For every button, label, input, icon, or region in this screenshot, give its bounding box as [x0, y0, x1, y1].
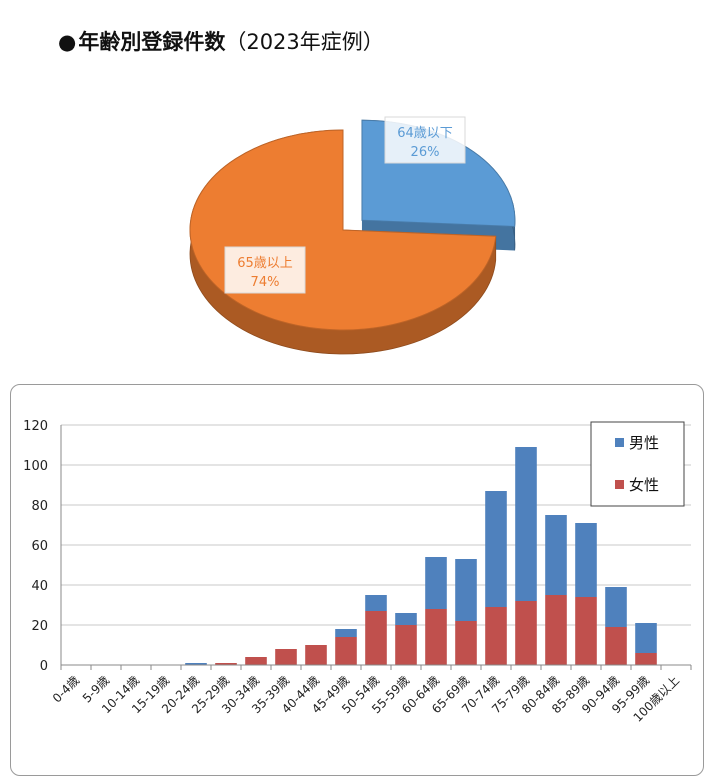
bar-male: [575, 523, 597, 597]
legend-box: [590, 421, 685, 507]
legend-label: 女性: [629, 476, 659, 494]
bar-female: [335, 637, 357, 665]
bar-chart-svg: 0204060801001200-4歳5-9歳10-14歳15-19歳20-24…: [23, 419, 692, 725]
bar-female: [275, 649, 297, 665]
bar-female: [215, 663, 237, 665]
pie-label-name: 65歳以上: [237, 256, 293, 271]
bar-male: [335, 629, 357, 637]
bar-chart-frame: 0 20 40 60 80 100 120 0-4歳 5-9歳 10-14歳 15-19歳 20-24…: [10, 384, 704, 776]
bar-male: [395, 613, 417, 625]
pie-label-percent: 74%: [251, 275, 280, 290]
bar-female: [425, 609, 447, 665]
bar-male: [455, 559, 477, 621]
y-tick-label: 20: [31, 619, 48, 634]
y-tick-label: 120: [23, 419, 48, 434]
pie-data-label: 65歳以上 74%: [224, 246, 306, 294]
pie-data-label: 64歳以下 26%: [384, 116, 466, 164]
pie-label-box: [384, 116, 466, 164]
pie-chart: 64歳以下 26% 65歳以上 74%: [170, 70, 550, 370]
bar-male: [425, 557, 447, 609]
bar-female: [545, 595, 567, 665]
pie-label-percent: 26%: [411, 145, 440, 160]
x-tick-label: 0-4歳: [50, 673, 82, 705]
bar-male: [605, 587, 627, 627]
bar-male: [365, 595, 387, 611]
bar-male: [635, 623, 657, 653]
pie-slice-2: [189, 129, 497, 355]
bar-female: [245, 657, 267, 665]
title-main: 年齢別登録件数: [78, 30, 226, 54]
bar-female: [455, 621, 477, 665]
bar-male: [485, 491, 507, 607]
y-tick-label: 100: [23, 459, 48, 474]
y-tick-label: 60: [31, 539, 48, 554]
bar-female: [395, 625, 417, 665]
legend-swatch: [615, 480, 624, 489]
bar-male: [185, 663, 207, 665]
pie-label-box: [224, 246, 306, 294]
title-bullet: ●: [58, 30, 77, 54]
bar-female: [575, 597, 597, 665]
bar-male: [515, 447, 537, 601]
page-title: ●年齢別登録件数（2023年症例）: [58, 26, 384, 56]
bar-female: [515, 601, 537, 665]
bar-female: [305, 645, 327, 665]
pie-label-name: 64歳以下: [397, 126, 453, 141]
legend-swatch: [615, 438, 624, 447]
y-tick-label: 0: [40, 659, 48, 674]
legend-label: 男性: [629, 434, 659, 452]
pie-chart-svg: 64歳以下 26% 65歳以上 74%: [189, 116, 516, 355]
bar-male: [545, 515, 567, 595]
bar-female: [485, 607, 507, 665]
bar-female: [635, 653, 657, 665]
y-tick-label: 40: [31, 579, 48, 594]
bar-female: [605, 627, 627, 665]
title-sub: （2023年症例）: [225, 30, 384, 54]
bar-female: [365, 611, 387, 665]
y-tick-label: 80: [31, 499, 48, 514]
